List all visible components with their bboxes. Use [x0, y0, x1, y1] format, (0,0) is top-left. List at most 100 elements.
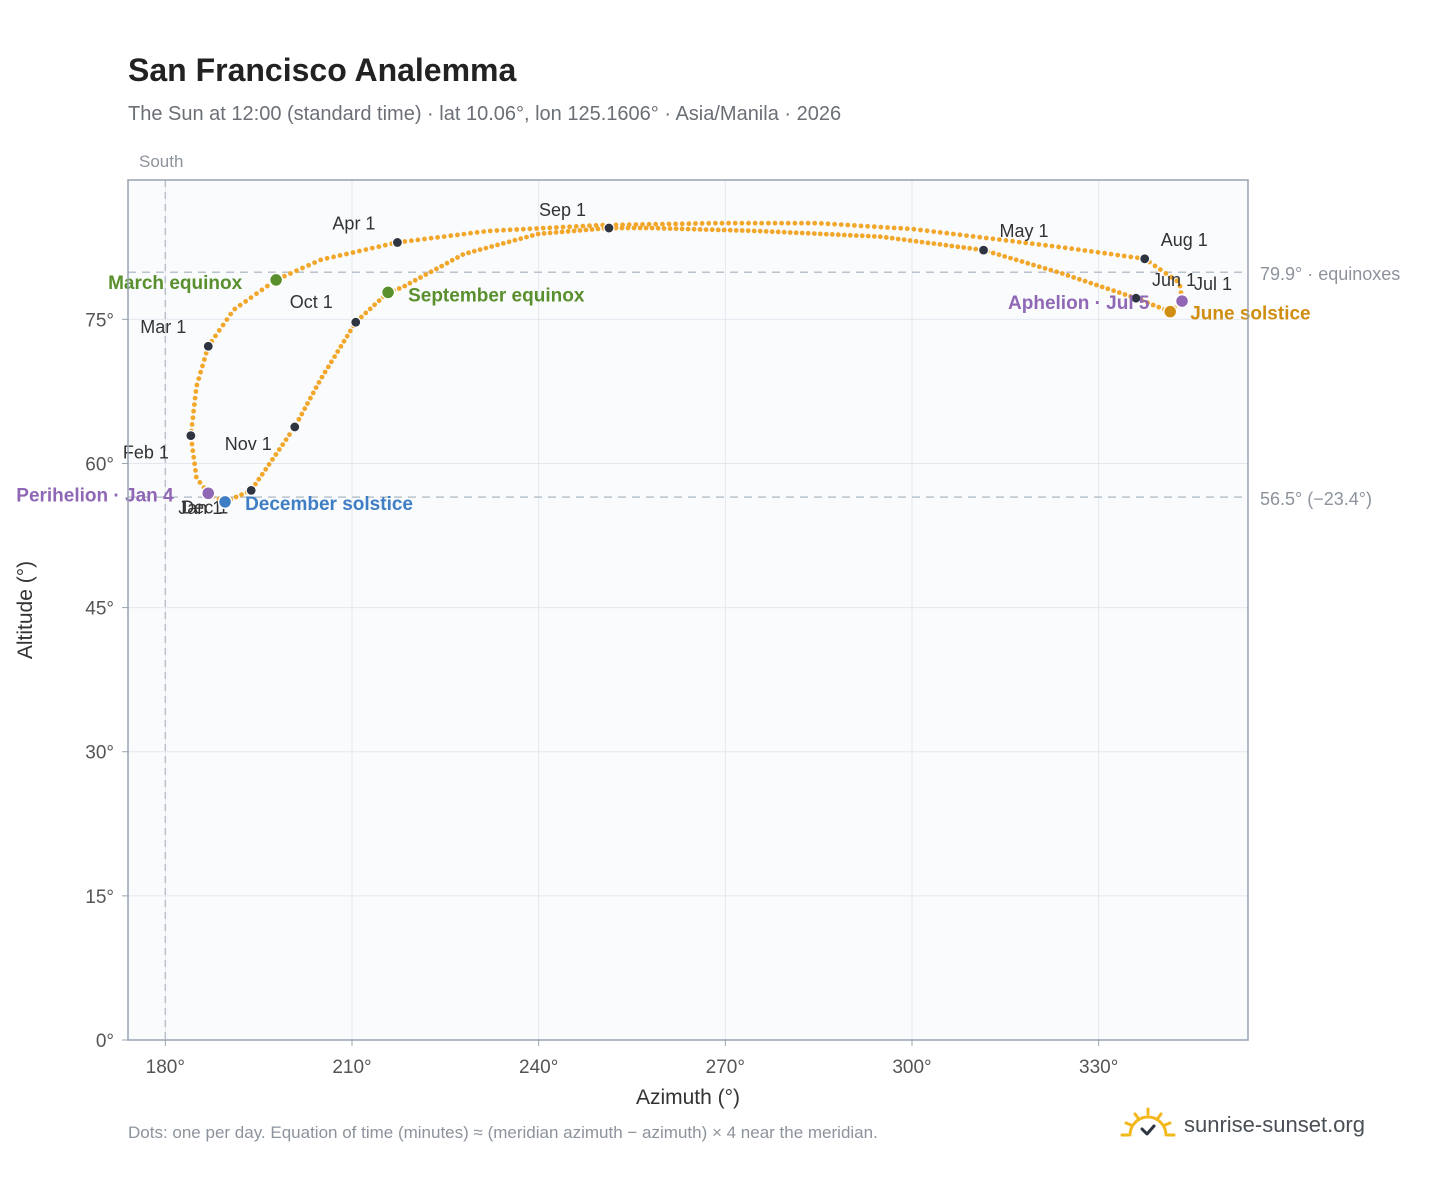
daily-sun-dot: [288, 271, 293, 276]
daily-sun-dot: [300, 265, 305, 271]
daily-sun-dot: [845, 222, 851, 228]
daily-sun-dot: [660, 221, 665, 227]
daily-sun-dot: [907, 238, 913, 243]
daily-sun-dot: [772, 220, 778, 226]
event-marker: [201, 486, 216, 501]
daily-sun-dot: [335, 349, 341, 354]
daily-sun-dot: [1031, 262, 1036, 268]
daily-sun-dot: [331, 254, 336, 260]
daily-sun-dot: [715, 227, 721, 233]
daily-sun-dot: [193, 474, 199, 480]
daily-sun-dot: [500, 241, 506, 246]
daily-sun-dot: [350, 250, 356, 255]
daily-sun-dot: [679, 226, 685, 232]
month-label: Nov 1: [225, 434, 272, 454]
daily-sun-dot: [871, 224, 877, 230]
daily-sun-dot: [739, 228, 745, 233]
daily-sun-dot: [719, 220, 725, 226]
daily-sun-dot: [318, 257, 324, 263]
daily-sun-dot: [832, 221, 837, 227]
daily-sun-dot: [435, 235, 440, 240]
daily-sun-dot: [1023, 240, 1029, 246]
daily-sun-dot: [957, 232, 963, 238]
daily-sun-dot: [1029, 241, 1035, 247]
daily-sun-dot: [344, 251, 349, 257]
daily-sun-dot: [324, 255, 330, 261]
daily-sun-dot: [951, 231, 956, 237]
daily-sun-dot: [415, 237, 421, 243]
daily-sun-dot: [964, 233, 969, 239]
daily-sun-dot: [299, 411, 305, 417]
daily-sun-dot: [1088, 280, 1094, 286]
daily-sun-dot: [967, 245, 973, 251]
daily-sun-dot: [193, 389, 199, 394]
event-marker: [217, 494, 233, 510]
daily-sun-dot: [559, 229, 565, 235]
daily-sun-dot: [302, 406, 308, 412]
event-marker: [268, 272, 284, 288]
daily-sun-dot: [228, 311, 234, 317]
daily-sun-dot: [376, 298, 382, 304]
month-label: Jul 1: [1194, 274, 1232, 294]
brand-logo[interactable]: sunrise-sunset.org: [1120, 1102, 1365, 1148]
reference-line-label: 56.5° (−23.4°): [1260, 489, 1372, 509]
daily-sun-dot: [1122, 292, 1128, 297]
daily-sun-dot: [895, 236, 901, 242]
y-tick-label: 60°: [85, 454, 114, 475]
daily-sun-dot: [752, 220, 758, 226]
daily-sun-dot: [918, 227, 923, 233]
daily-sun-dot: [534, 226, 539, 231]
daily-sun-dot: [1071, 275, 1077, 280]
daily-sun-dot: [646, 221, 652, 227]
daily-sun-dot: [428, 269, 434, 275]
month-label: Jun 1: [1152, 270, 1196, 290]
daily-sun-dot: [237, 302, 243, 308]
daily-sun-dot: [294, 268, 299, 274]
daily-sun-dot: [1099, 284, 1105, 290]
daily-sun-dot: [878, 224, 884, 230]
daily-sun-dot: [1082, 278, 1088, 284]
daily-sun-dot: [759, 220, 765, 226]
daily-sun-dot: [306, 262, 311, 268]
month-marker: [350, 316, 362, 328]
x-tick-label: 270°: [706, 1057, 745, 1078]
event-label: Aphelion · Jul 5: [1008, 293, 1150, 314]
daily-sun-dot: [1150, 302, 1156, 308]
x-tick-label: 210°: [332, 1057, 371, 1078]
chart-subtitle: The Sun at 12:00 (standard time) · lat 1…: [128, 103, 842, 125]
daily-sun-dot: [852, 223, 857, 228]
daily-sun-dot: [825, 221, 831, 227]
daily-sun-dot: [1062, 245, 1068, 251]
daily-sun-dot: [487, 228, 493, 234]
daily-sun-dot: [763, 229, 769, 234]
daily-sun-dot: [643, 225, 649, 231]
daily-sun-dot: [673, 221, 678, 227]
daily-sun-dot: [637, 225, 643, 231]
daily-sun-dot: [190, 448, 196, 454]
daily-sun-dot: [332, 354, 337, 359]
month-marker: [289, 421, 301, 433]
daily-sun-dot: [775, 229, 781, 235]
daily-sun-dot: [273, 452, 279, 457]
daily-sun-dot: [1056, 244, 1061, 250]
daily-sun-dot: [337, 253, 343, 258]
daily-sun-dot: [489, 244, 495, 249]
daily-sun-dot: [501, 227, 506, 233]
daily-sun-dot: [1102, 250, 1107, 256]
daily-sun-dot: [310, 390, 316, 396]
daily-sun-dot: [901, 237, 907, 243]
daily-sun-dot: [990, 250, 996, 256]
daily-sun-dot: [518, 236, 524, 242]
daily-sun-dot: [823, 231, 829, 237]
daily-sun-dot: [194, 382, 200, 388]
y-tick-label: 0°: [96, 1031, 114, 1052]
daily-sun-dot: [1002, 254, 1008, 259]
month-label: Sep 1: [539, 200, 586, 220]
daily-sun-dot: [811, 231, 817, 237]
daily-sun-dot: [726, 220, 731, 226]
daily-sun-dot: [316, 380, 322, 385]
daily-sun-dot: [224, 317, 230, 322]
daily-sun-dot: [693, 221, 698, 226]
daily-sun-dot: [535, 231, 541, 237]
daily-sun-dot: [190, 415, 196, 421]
